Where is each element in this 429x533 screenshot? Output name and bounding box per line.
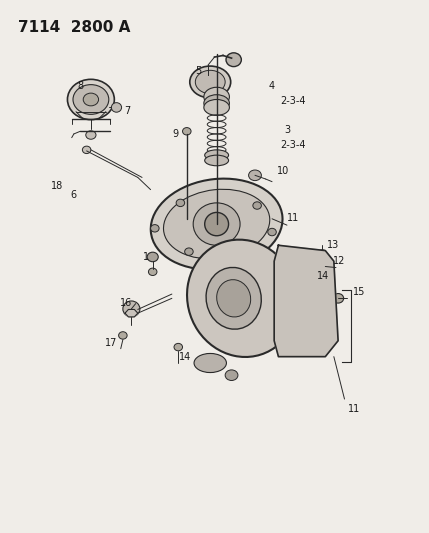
Text: 15: 15 (353, 287, 366, 297)
Ellipse shape (190, 66, 231, 98)
Polygon shape (125, 310, 138, 317)
Ellipse shape (240, 248, 248, 255)
Ellipse shape (151, 224, 159, 232)
Ellipse shape (283, 277, 325, 341)
Ellipse shape (317, 249, 326, 257)
Text: 2-3-4: 2-3-4 (281, 140, 306, 150)
Ellipse shape (204, 100, 230, 115)
Ellipse shape (86, 131, 96, 139)
Ellipse shape (182, 127, 191, 135)
Text: 13: 13 (327, 240, 339, 251)
Text: 16: 16 (120, 297, 132, 308)
Polygon shape (274, 245, 338, 357)
Ellipse shape (163, 189, 270, 259)
Text: 18: 18 (51, 181, 63, 191)
Ellipse shape (225, 370, 238, 381)
Ellipse shape (187, 240, 297, 357)
Ellipse shape (193, 203, 240, 245)
Ellipse shape (184, 248, 193, 255)
Ellipse shape (174, 343, 182, 351)
Ellipse shape (112, 103, 121, 112)
Text: 5: 5 (195, 67, 202, 76)
Text: 14: 14 (179, 352, 192, 361)
Text: 11: 11 (287, 213, 299, 223)
Text: 11: 11 (348, 403, 360, 414)
Ellipse shape (226, 53, 242, 67)
Ellipse shape (332, 294, 344, 303)
Ellipse shape (205, 213, 229, 236)
Ellipse shape (73, 85, 109, 114)
Ellipse shape (148, 268, 157, 276)
Ellipse shape (303, 280, 312, 287)
Ellipse shape (194, 353, 227, 373)
Text: 14: 14 (317, 271, 329, 281)
Ellipse shape (204, 95, 230, 112)
Text: 8: 8 (77, 81, 83, 91)
Ellipse shape (205, 150, 229, 160)
Text: 2-3-4: 2-3-4 (281, 95, 306, 106)
Ellipse shape (151, 179, 283, 270)
Text: 6: 6 (70, 190, 76, 200)
Text: 1: 1 (143, 252, 149, 262)
Text: 4: 4 (269, 81, 275, 91)
Text: 17: 17 (105, 338, 118, 349)
Ellipse shape (123, 301, 140, 317)
Text: 10: 10 (277, 166, 289, 176)
Ellipse shape (291, 289, 317, 329)
Text: 7: 7 (124, 106, 130, 116)
Ellipse shape (204, 87, 230, 107)
Ellipse shape (205, 155, 229, 166)
Ellipse shape (248, 170, 261, 181)
Ellipse shape (83, 93, 99, 106)
Text: 12: 12 (333, 256, 345, 266)
Ellipse shape (118, 332, 127, 339)
Ellipse shape (176, 199, 184, 207)
Ellipse shape (268, 228, 276, 236)
Ellipse shape (317, 260, 333, 273)
Ellipse shape (217, 280, 251, 317)
Ellipse shape (253, 202, 261, 209)
Ellipse shape (206, 268, 261, 329)
Ellipse shape (67, 79, 115, 119)
Ellipse shape (147, 252, 158, 262)
Text: 3: 3 (284, 125, 290, 135)
Ellipse shape (195, 70, 225, 94)
Ellipse shape (82, 146, 91, 154)
Text: 7114  2800 A: 7114 2800 A (18, 20, 131, 35)
Text: 9: 9 (172, 129, 178, 139)
